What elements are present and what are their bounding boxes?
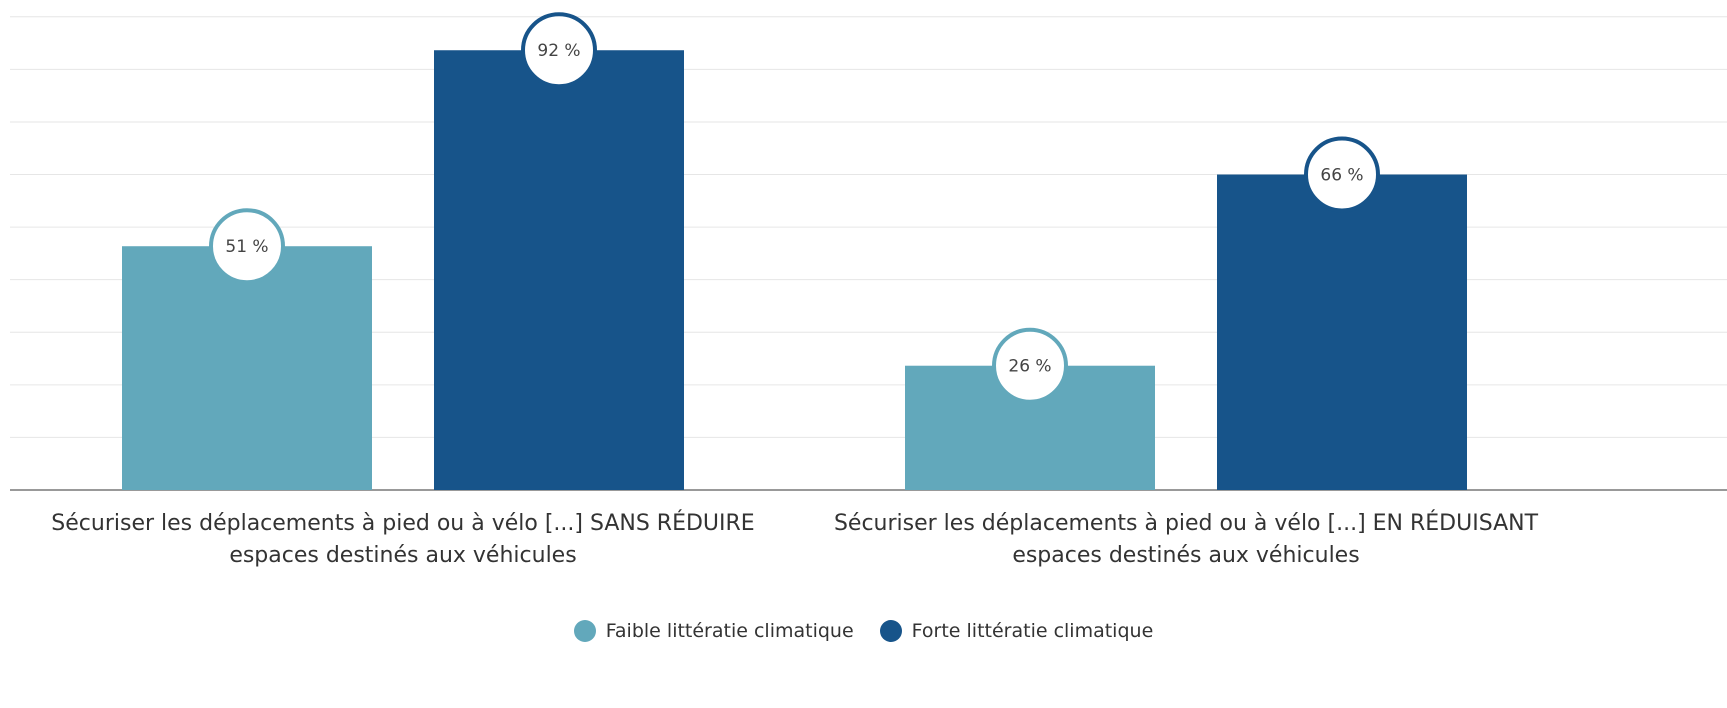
legend: Faible littératie climatique Forte littér… [0, 620, 1727, 642]
legend-swatch [879, 620, 902, 642]
value-label-badge [992, 327, 1068, 404]
legend-label: Forte littératie climatique [911, 620, 1154, 642]
legend-item: Forte littératie climatique [879, 620, 1154, 642]
bar [1217, 174, 1467, 490]
value-label-badge [209, 208, 285, 285]
value-label: 26 % [1008, 357, 1051, 377]
value-label: 92 % [537, 41, 580, 61]
value-label: 51 % [225, 237, 268, 257]
bar [434, 50, 684, 491]
value-label: 66 % [1320, 166, 1363, 186]
legend-swatch [573, 620, 596, 642]
value-label-badge [1304, 136, 1380, 213]
x-tick-label: Sécuriser les déplacements à pied ou à v… [833, 511, 1539, 568]
x-tick-label: Sécuriser les déplacements à pied ou à v… [51, 511, 755, 568]
legend-label: Faible littératie climatique [605, 620, 854, 642]
value-label-badge [521, 12, 597, 89]
bar [122, 246, 372, 490]
legend-item: Faible littératie climatique [573, 620, 854, 642]
